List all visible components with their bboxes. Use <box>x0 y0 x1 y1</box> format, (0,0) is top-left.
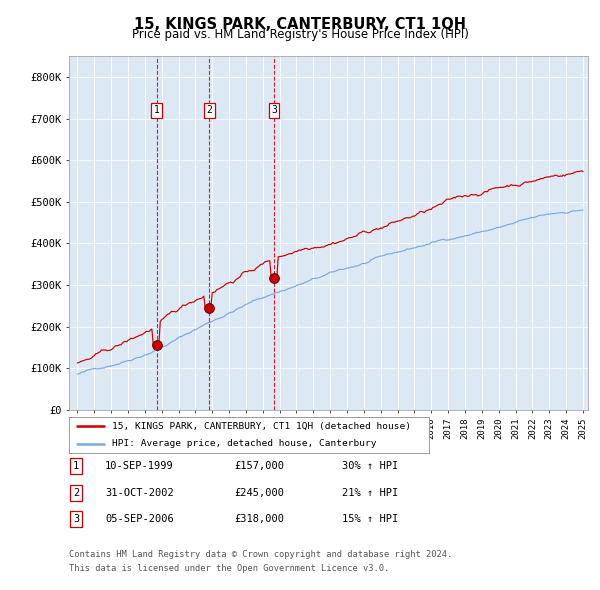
Text: 3: 3 <box>73 514 79 524</box>
Text: 31-OCT-2002: 31-OCT-2002 <box>105 488 174 497</box>
Text: Price paid vs. HM Land Registry's House Price Index (HPI): Price paid vs. HM Land Registry's House … <box>131 28 469 41</box>
Text: 21% ↑ HPI: 21% ↑ HPI <box>342 488 398 497</box>
Text: 1: 1 <box>154 105 160 115</box>
Text: £157,000: £157,000 <box>234 461 284 471</box>
Text: 30% ↑ HPI: 30% ↑ HPI <box>342 461 398 471</box>
Text: 15% ↑ HPI: 15% ↑ HPI <box>342 514 398 524</box>
Text: HPI: Average price, detached house, Canterbury: HPI: Average price, detached house, Cant… <box>112 439 377 448</box>
Text: 2: 2 <box>206 105 212 115</box>
Text: 15, KINGS PARK, CANTERBURY, CT1 1QH (detached house): 15, KINGS PARK, CANTERBURY, CT1 1QH (det… <box>112 421 411 431</box>
Text: 1: 1 <box>73 461 79 471</box>
Text: £245,000: £245,000 <box>234 488 284 497</box>
Text: 10-SEP-1999: 10-SEP-1999 <box>105 461 174 471</box>
Text: £318,000: £318,000 <box>234 514 284 524</box>
Text: 05-SEP-2006: 05-SEP-2006 <box>105 514 174 524</box>
Text: 2: 2 <box>73 488 79 497</box>
Text: This data is licensed under the Open Government Licence v3.0.: This data is licensed under the Open Gov… <box>69 565 389 573</box>
Text: 15, KINGS PARK, CANTERBURY, CT1 1QH: 15, KINGS PARK, CANTERBURY, CT1 1QH <box>134 17 466 31</box>
Text: Contains HM Land Registry data © Crown copyright and database right 2024.: Contains HM Land Registry data © Crown c… <box>69 550 452 559</box>
Text: 3: 3 <box>271 105 277 115</box>
